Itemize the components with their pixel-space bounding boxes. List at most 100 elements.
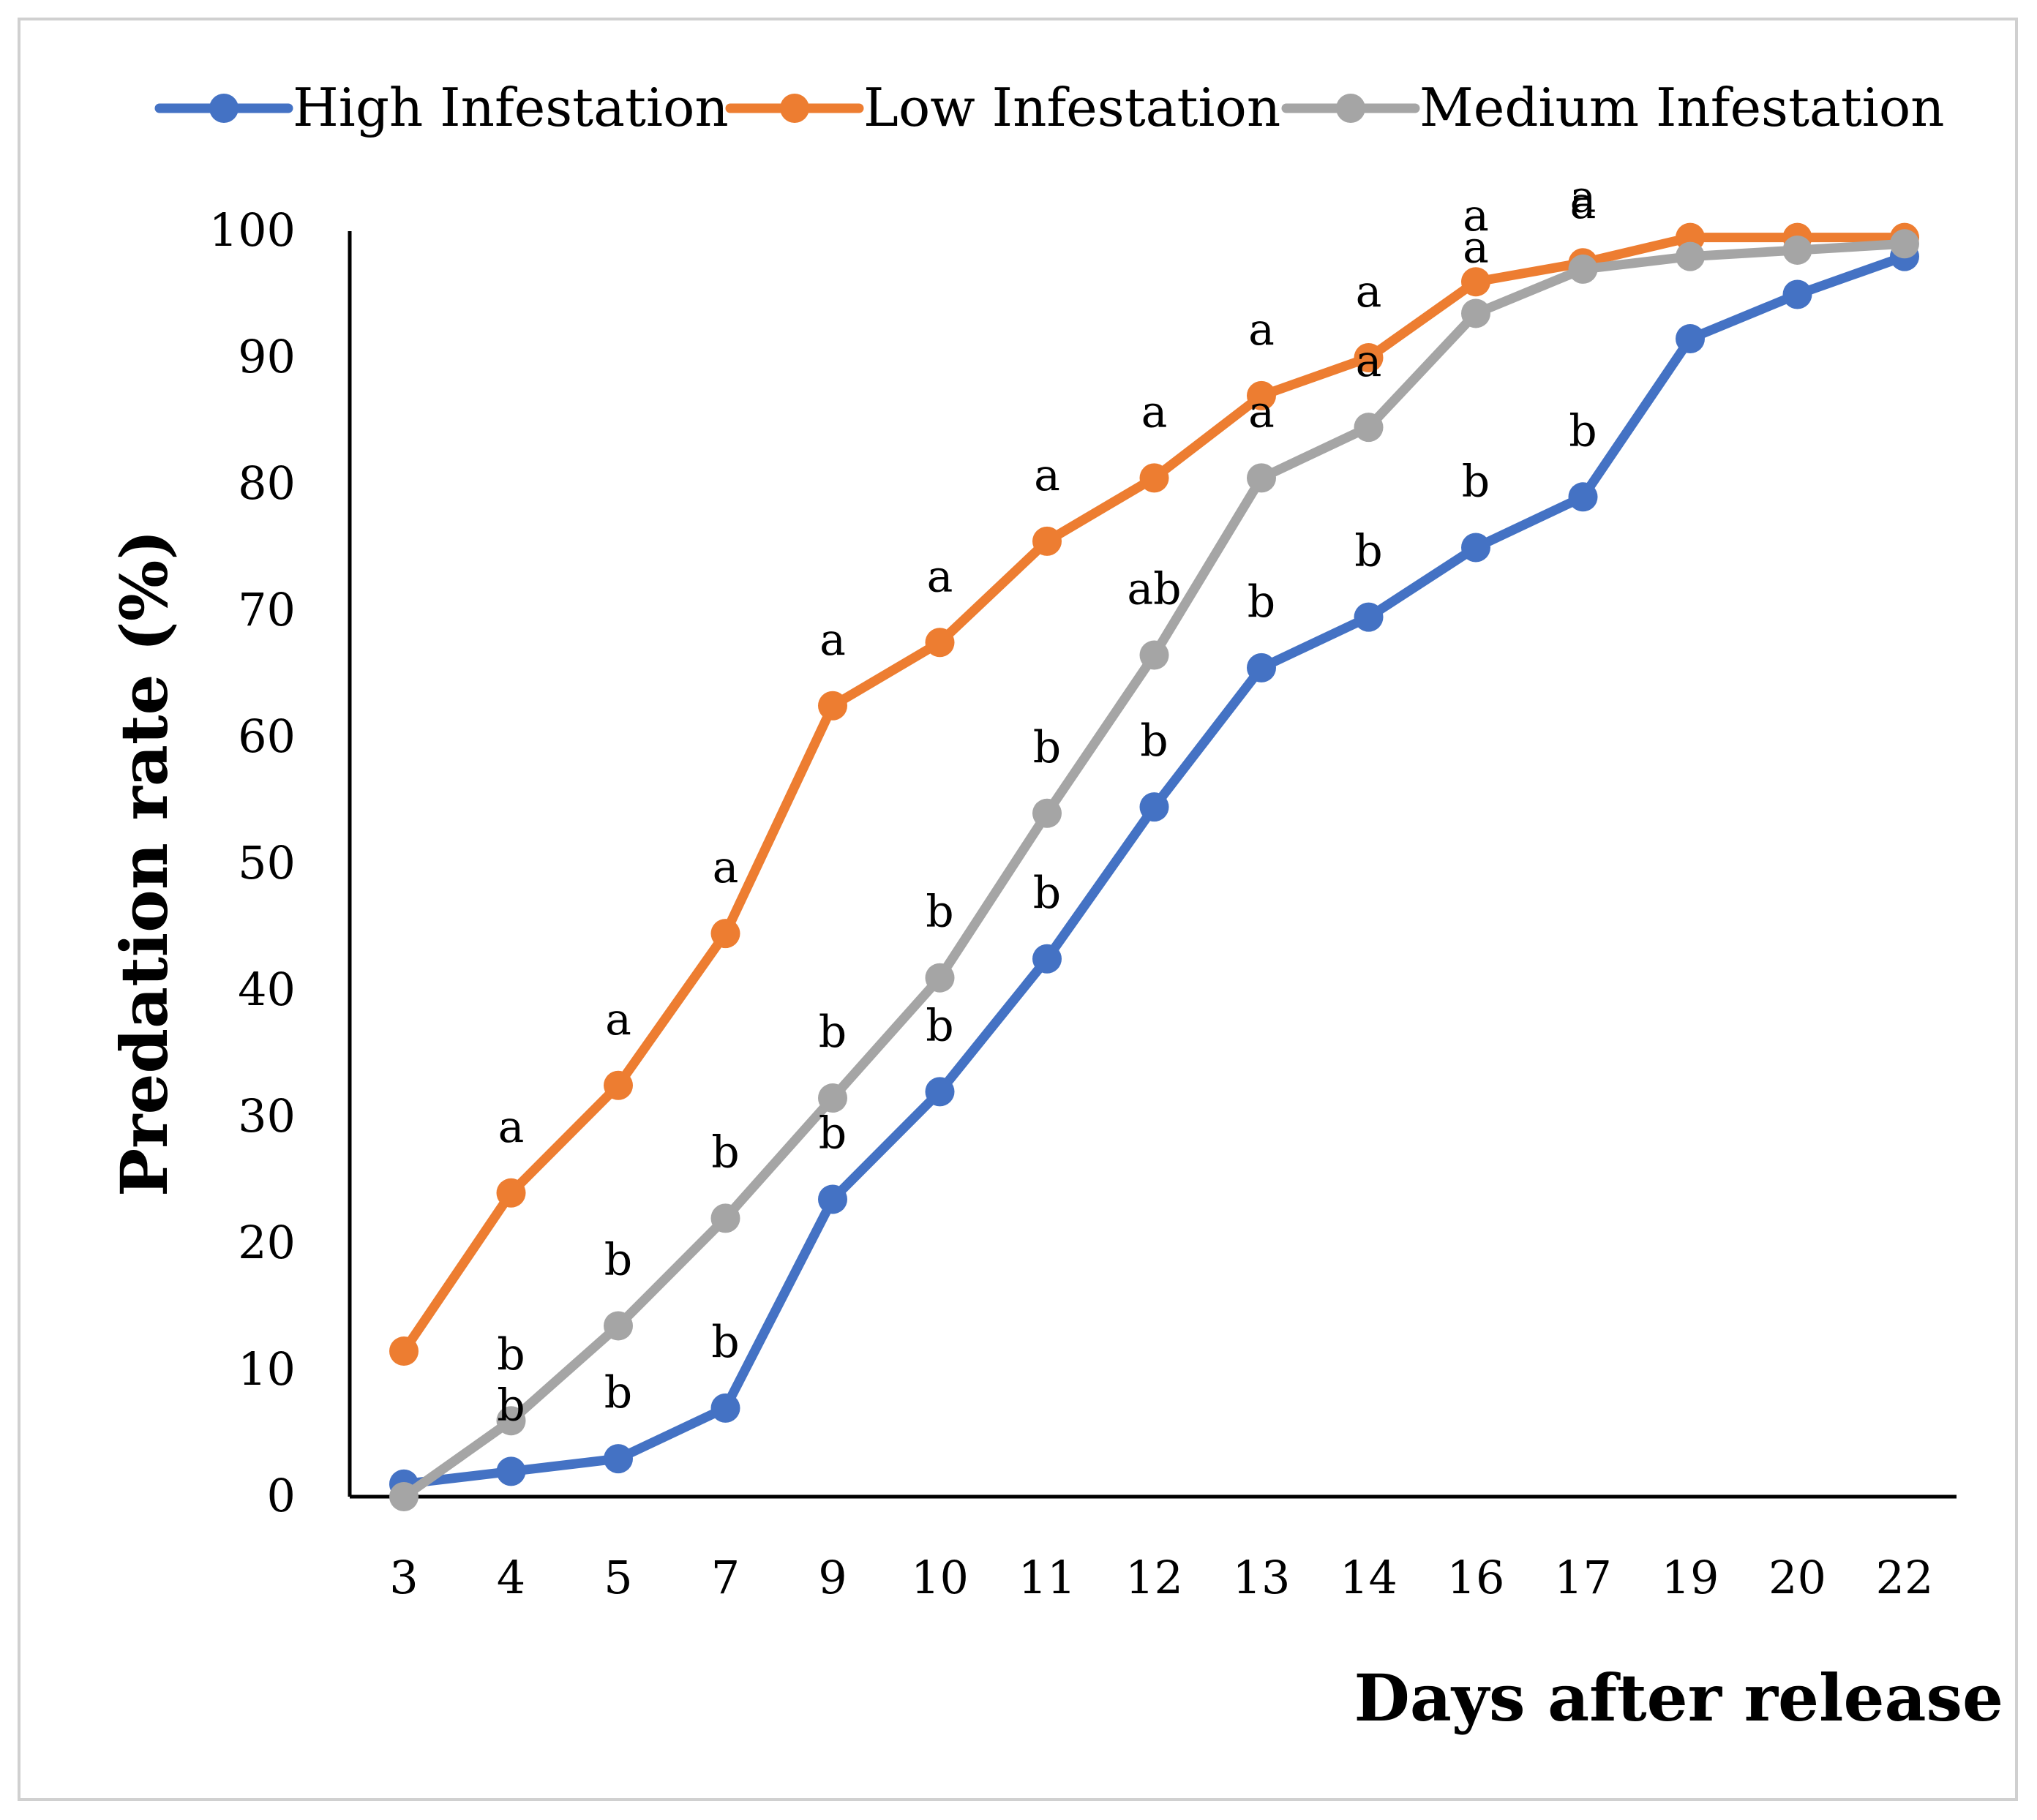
significance-label: b [1033,868,1061,919]
significance-label: b [819,1108,847,1159]
y-tick-label: 20 [238,1216,296,1269]
significance-label: b [711,1317,739,1368]
y-tick-label: 10 [238,1342,296,1396]
data-point [1139,640,1169,670]
data-point [1354,602,1384,632]
axes [348,231,1957,1499]
significance-label: b [1248,576,1275,628]
series-low-infestation [389,222,1919,1366]
data-point [818,1184,847,1214]
x-tick-label: 12 [1125,1551,1183,1604]
legend-marker [209,94,239,123]
data-point [496,1456,526,1486]
y-tick-label: 30 [238,1089,296,1143]
significance-label: a [1141,386,1168,437]
significance-label: a [1034,450,1060,501]
x-tick-label: 22 [1876,1551,1934,1604]
x-tick-label: 10 [911,1551,969,1604]
x-tick-label: 16 [1447,1551,1505,1604]
y-tick-label: 80 [238,456,296,510]
legend-label: Low Infestation [863,77,1280,138]
legend-item: Low Infestation [725,77,1280,138]
significance-label: b [1033,722,1061,773]
significance-label: b [926,887,953,938]
y-tick-label: 70 [238,583,296,636]
significance-label: a [1248,386,1275,437]
y-axis-title: Predation rate (%) [106,530,182,1197]
data-point [925,963,955,993]
significance-label: b [497,1329,525,1380]
legend: High Infestation Low Infestation Medium In… [154,77,1945,138]
significance-label: b [819,1007,847,1058]
significance-label: b [926,1000,953,1051]
x-axis-ticks: 3 4 5 7 9 10 11 12 13 14 16 17 19 20 22 [389,1551,1933,1604]
data-point [1461,298,1490,328]
data-point [1568,254,1598,284]
significance-label: b [497,1380,525,1431]
data-point [1354,343,1384,372]
y-tick-label: 40 [238,963,296,1016]
data-point [1782,235,1812,265]
significance-label: a [1356,266,1382,317]
significance-label: b [1354,526,1382,577]
data-point [1139,792,1169,822]
significance-label: a [605,994,631,1045]
legend-label: High Infestation [293,77,729,138]
data-point [1032,944,1062,974]
data-point [604,1311,633,1341]
significance-label: b [1462,456,1490,508]
legend-marker [1336,94,1365,123]
data-point [1568,482,1598,512]
x-tick-label: 17 [1554,1551,1612,1604]
significance-label: b [604,1234,632,1285]
data-point [1247,380,1276,410]
data-point [1032,526,1062,556]
data-point [496,1178,526,1208]
data-point [1139,463,1169,493]
y-tick-label: 50 [238,836,296,890]
y-axis-ticks: 0 10 20 30 40 50 60 70 80 90 100 [209,203,296,1522]
legend-item: High Infestation [154,77,729,138]
data-point [1354,413,1384,443]
significance-label: a [498,1102,525,1153]
data-point [1247,653,1276,682]
data-point [1890,229,1919,259]
x-tick-label: 4 [497,1551,525,1604]
significance-label: b [1569,405,1597,456]
significance-label: b [604,1367,632,1418]
y-tick-label: 100 [209,203,296,257]
significance-label: b [1140,715,1168,767]
data-point [1676,241,1705,271]
data-point [925,1077,955,1107]
data-point [710,1203,740,1233]
data-point [1461,267,1490,297]
data-point [1247,463,1276,493]
data-point [389,1336,419,1366]
significance-label: a [1356,336,1382,387]
data-point [604,1444,633,1474]
series-medium-infestation [389,229,1919,1511]
series-lines [389,222,1919,1511]
data-point [1032,798,1062,828]
figure-frame [18,18,2018,1801]
significance-label: a [927,551,953,602]
significance-label: ab [1127,564,1181,615]
y-tick-label: 0 [267,1469,296,1522]
significance-label: a [1570,178,1597,229]
data-point [1782,279,1812,309]
legend-marker [780,94,809,123]
legend-label: Medium Infestation [1419,77,1945,138]
data-point [389,1482,419,1511]
series-line [399,252,1910,1489]
data-point [710,1393,740,1423]
data-point [925,628,955,658]
legend-item: Medium Infestation [1281,77,1945,138]
significance-label: a [1570,171,1597,222]
significance-label: a [1463,222,1489,273]
data-point [496,1406,526,1436]
series-high-infestation [389,241,1919,1499]
data-point [818,691,847,721]
x-tick-label: 20 [1768,1551,1826,1604]
